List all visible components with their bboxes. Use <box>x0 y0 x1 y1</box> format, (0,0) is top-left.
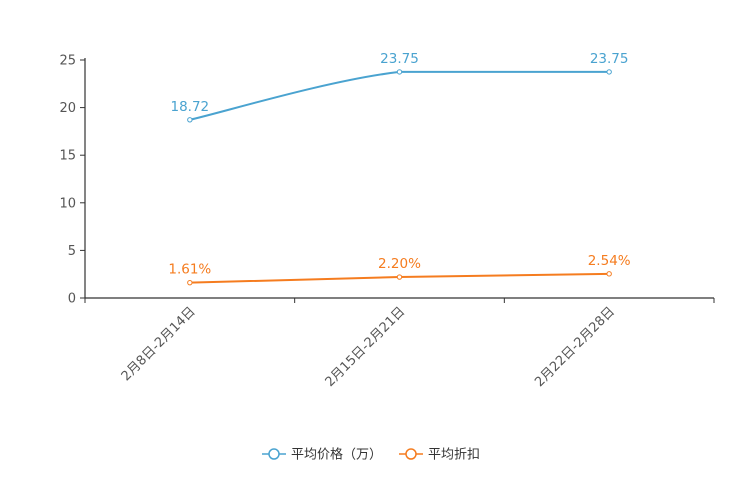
data-point[interactable] <box>396 69 403 75</box>
series-line-1 <box>189 70 610 121</box>
x-tick-label: 2月22日-2月28日 <box>532 304 618 390</box>
y-tick-label: 15 <box>59 149 76 164</box>
legend-marker-icon <box>405 448 417 460</box>
axes <box>84 58 715 303</box>
y-tick-label: 10 <box>59 196 76 211</box>
data-label: 2.20% <box>378 256 421 272</box>
x-tick-label: 2月8日-2月14日 <box>119 304 199 384</box>
data-label: 18.72 <box>171 99 210 115</box>
y-axis-ticks: 0 5 10 15 20 25 <box>59 54 85 307</box>
y-tick-label: 20 <box>59 101 76 116</box>
data-label: 1.61% <box>168 262 211 278</box>
data-point[interactable] <box>606 69 612 75</box>
legend-item-2[interactable]: 平均折扣 <box>399 448 480 463</box>
series-layer: 18.72 23.75 23.75 1.61% 2.20% 2.54% <box>168 51 631 286</box>
y-tick-label: 0 <box>68 292 76 307</box>
data-point[interactable] <box>187 117 193 123</box>
data-label: 2.54% <box>588 253 631 269</box>
data-label: 23.75 <box>590 51 629 67</box>
data-label: 23.75 <box>380 51 419 67</box>
legend-marker-icon <box>268 448 280 460</box>
legend-label: 平均折扣 <box>428 448 480 463</box>
legend[interactable]: 平均价格（万） 平均折扣 <box>262 447 480 463</box>
legend-item-1[interactable]: 平均价格（万） <box>262 447 382 463</box>
y-tick-label: 25 <box>59 54 76 69</box>
x-axis-ticks: 2月8日-2月14日 2月15日-2月21日 2月22日-2月28日 <box>119 304 618 390</box>
data-point[interactable] <box>606 271 612 277</box>
y-tick-label: 5 <box>68 244 76 259</box>
legend-label: 平均价格（万） <box>291 447 382 463</box>
x-tick-label: 2月15日-2月21日 <box>323 304 409 390</box>
data-point[interactable] <box>396 274 403 280</box>
data-point[interactable] <box>187 279 193 286</box>
